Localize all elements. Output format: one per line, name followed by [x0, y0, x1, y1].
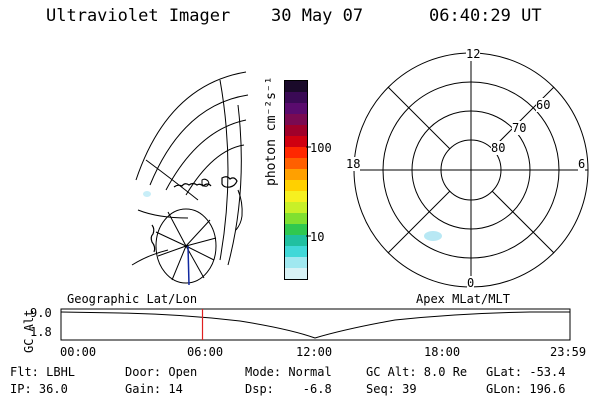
info-mode: Mode: Normal	[245, 365, 332, 379]
map-lon-line	[131, 249, 169, 266]
map-lat-arc	[185, 144, 245, 196]
info-col-1: Flt: LBHL IP: 36.0	[10, 364, 75, 398]
timeline-left-label: Geographic Lat/Lon	[67, 292, 198, 306]
info-seq: Seq: 39	[366, 382, 417, 396]
aurora-blob	[424, 231, 442, 241]
coastline	[150, 224, 156, 253]
polar-label-12: 12	[466, 47, 481, 61]
coastline	[201, 178, 210, 187]
time-label: 06:40:29 UT	[429, 6, 542, 26]
info-glat: GLat: -53.4	[486, 365, 566, 379]
info-col-5: GLat: -53.4 GLon: 196.6	[486, 364, 565, 398]
info-flt: Flt: LBHL	[10, 365, 76, 379]
polar-diagonal	[491, 190, 555, 254]
colorbar-tick-marks	[306, 146, 311, 237]
map-lat-arc	[165, 119, 247, 191]
polar-lat-80: 80	[491, 141, 506, 155]
info-dsp: Dsp: -6.8	[245, 382, 332, 396]
colorbar-tick-100: 100	[310, 141, 332, 155]
info-col-4: GC Alt: 8.0 Re Seq: 39	[366, 364, 467, 398]
timeline-tick-1: 06:00	[187, 345, 224, 359]
timeline-y-bottom: 1.8	[30, 325, 52, 339]
footprint-spokes	[155, 211, 217, 281]
map-lat-arc	[135, 71, 247, 181]
info-gain: Gain: 14	[125, 382, 183, 396]
polar-label-0: 0	[467, 276, 475, 290]
coastline	[235, 189, 243, 231]
coastline	[221, 176, 238, 188]
map-lon-line	[145, 159, 199, 201]
altitude-curve	[60, 311, 570, 339]
info-glon: GLon: 196.6	[486, 382, 566, 396]
colorbar-unit-label: photon cm⁻²s⁻¹	[264, 76, 279, 186]
geographic-map	[131, 71, 249, 286]
polar-diagonal	[387, 190, 451, 254]
colorbar	[284, 80, 308, 280]
timeline-y-top: 9.0	[30, 306, 52, 320]
date-label: 30 May 07	[271, 6, 364, 26]
polar-label-18: 18	[346, 157, 361, 171]
timeline-frame	[60, 308, 571, 341]
info-ip: IP: 36.0	[10, 382, 68, 396]
colorbar-gradient	[285, 81, 307, 279]
timeline-tick-2: 12:00	[296, 345, 333, 359]
polar-label-6: 6	[578, 157, 586, 171]
timeline-plot	[60, 308, 571, 341]
map-lon-line	[137, 209, 189, 219]
polar-lat-60: 60	[536, 98, 551, 112]
info-col-3: Mode: Normal Dsp: -6.8	[245, 364, 332, 398]
orbit-track	[187, 245, 190, 286]
map-lat-arc	[149, 94, 249, 186]
aurora-spot	[143, 191, 151, 197]
footprint-ellipse	[155, 208, 217, 284]
timeline-tick-0: 00:00	[60, 345, 97, 359]
info-gc-alt: GC Alt: 8.0 Re	[366, 365, 468, 379]
info-col-2: Door: Open Gain: 14	[125, 364, 197, 398]
colorbar-tick-10: 10	[310, 230, 325, 244]
app-title: Ultraviolet Imager	[46, 6, 231, 26]
timeline-right-label: Apex MLat/MLT	[416, 292, 510, 306]
timeline-tick-4: 23:59	[550, 345, 587, 359]
polar-plot	[353, 52, 589, 288]
map-lat-arc	[219, 79, 229, 261]
map-lat-arc	[227, 104, 242, 266]
polar-diagonal	[387, 86, 451, 150]
polar-diagonal	[491, 86, 555, 150]
info-door: Door: Open	[125, 365, 198, 379]
timeline-tick-3: 18:00	[424, 345, 461, 359]
polar-lat-70: 70	[512, 121, 527, 135]
